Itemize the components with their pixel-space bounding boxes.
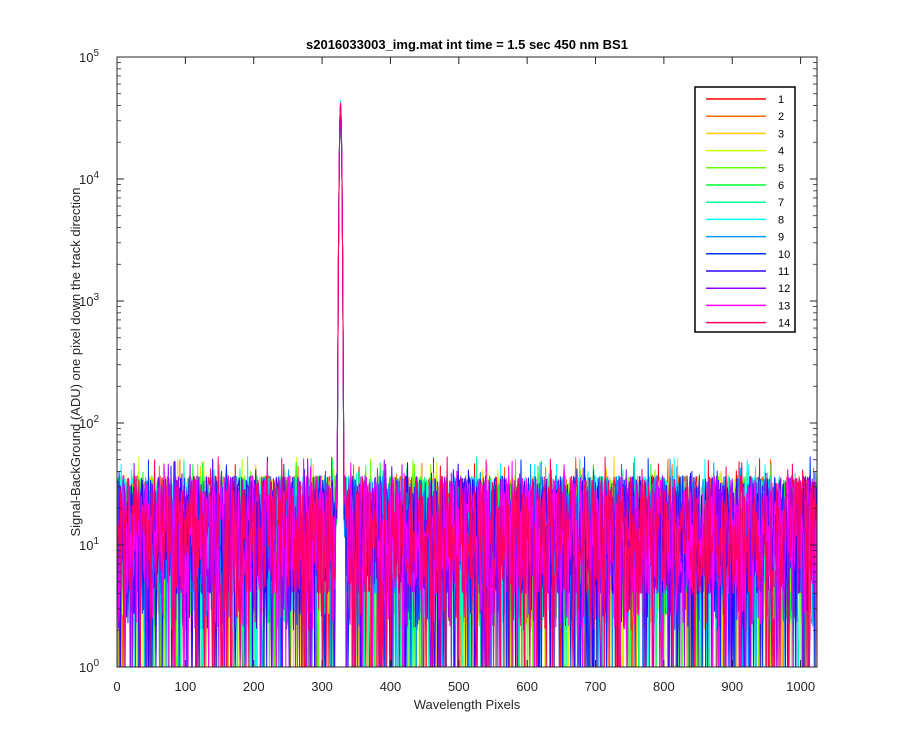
x-axis: 0 100 200 300 400 500 600 700 800 900 1000 — [113, 57, 815, 694]
legend-label-9: 9 — [778, 232, 784, 244]
series-line-7 — [117, 103, 817, 667]
legend-label-11: 11 — [778, 266, 789, 278]
x-tick-label: 700 — [585, 679, 607, 694]
legend-label-5: 5 — [778, 163, 784, 175]
legend-label-8: 8 — [778, 214, 784, 226]
chart-title: s2016033003_img.mat int time = 1.5 sec 4… — [306, 37, 628, 52]
legend-label-1: 1 — [778, 94, 784, 106]
legend-label-7: 7 — [778, 197, 784, 209]
legend-label-3: 3 — [778, 128, 784, 140]
x-tick-label: 400 — [380, 679, 402, 694]
x-tick-label: 200 — [243, 679, 265, 694]
y-axis-title: Signal-BackGround (ADU) one pixel down t… — [68, 187, 83, 536]
legend-label-2: 2 — [778, 111, 784, 123]
x-tick-label: 600 — [516, 679, 538, 694]
x-tick-label: 1000 — [786, 679, 815, 694]
legend-label-14: 14 — [778, 318, 790, 330]
x-tick-label: 800 — [653, 679, 675, 694]
y-tick-label: 105 — [79, 48, 99, 65]
legend-label-10: 10 — [778, 249, 790, 261]
x-tick-label: 100 — [175, 679, 197, 694]
series-line-13 — [117, 102, 817, 667]
y-tick-label: 101 — [79, 536, 99, 553]
series-line-14 — [117, 104, 817, 667]
plot-area-frame — [116, 56, 818, 668]
legend-box — [694, 86, 796, 333]
y-tick-label: 102 — [79, 414, 99, 431]
x-tick-label: 300 — [311, 679, 333, 694]
x-tick-label: 900 — [721, 679, 743, 694]
legend-label-4: 4 — [778, 146, 784, 158]
legend-label-6: 6 — [778, 180, 784, 192]
x-tick-label: 0 — [113, 679, 120, 694]
y-tick-label: 103 — [79, 292, 99, 309]
x-tick-label: 500 — [448, 679, 470, 694]
legend-label-12: 12 — [778, 283, 790, 295]
series-layer — [117, 100, 817, 667]
y-tick-label: 100 — [79, 658, 99, 675]
x-axis-title: Wavelength Pixels — [414, 697, 521, 712]
y-tick-label: 104 — [79, 170, 99, 187]
legend-label-13: 13 — [778, 300, 790, 312]
